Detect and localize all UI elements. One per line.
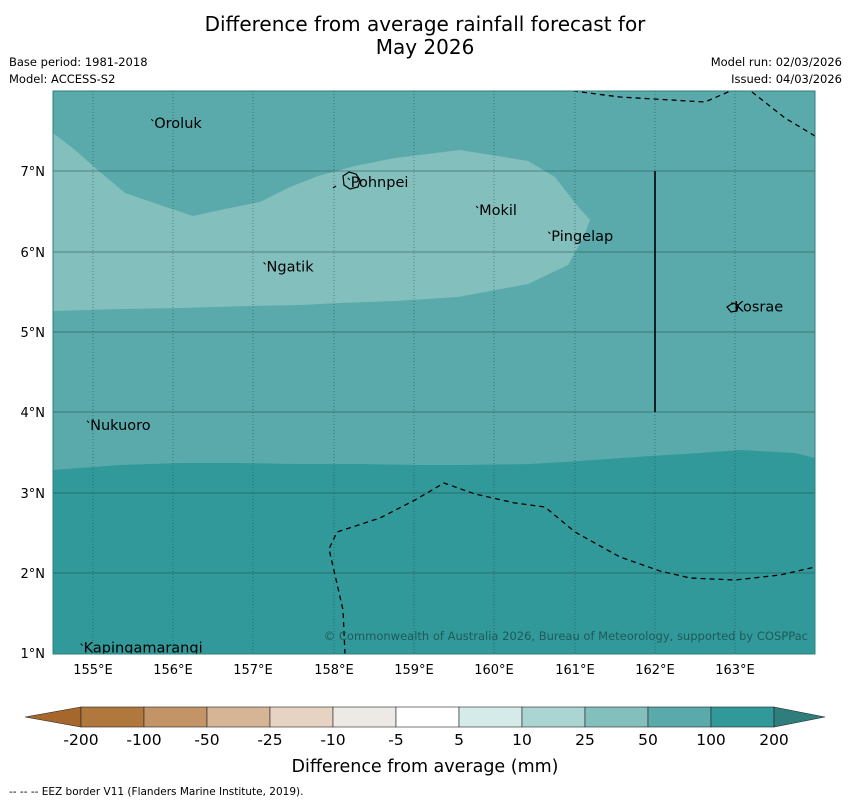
colorbar-segment [332, 706, 397, 728]
latitude-lines [53, 170, 815, 574]
place-label-ngatik: Ngatik [267, 259, 315, 275]
colorbar-segment [584, 706, 649, 728]
place-label-mokil: Mokil [479, 203, 517, 219]
lat-tick: 5°N [21, 326, 46, 341]
lat-tick: 3°N [21, 487, 46, 502]
colorbar-tick: 10 [512, 731, 532, 749]
lat-tick: 4°N [21, 406, 46, 421]
lon-tick-labels: 155°E 156°E 157°E 158°E 159°E 160°E 161°… [73, 663, 755, 678]
lon-tick: 160°E [474, 663, 514, 678]
place-label-nukuoro: Nukuoro [90, 418, 151, 434]
colorbar-segment [143, 706, 208, 728]
colorbar-tick: -25 [257, 731, 282, 749]
meta-right: Model run: 02/03/2026 Issued: 04/03/2026 [711, 54, 842, 88]
meta-left: Base period: 1981-2018 Model: ACCESS-S2 [9, 54, 148, 88]
colorbar-tick-labels: -200 -100 -50 -25 -10 -5 5 10 25 50 100 200 [63, 731, 788, 749]
band-25-50 [53, 133, 590, 311]
lon-tick: 162°E [635, 663, 675, 678]
lon-tick: 158°E [314, 663, 354, 678]
colorbar-extend-high [773, 706, 826, 728]
lon-tick: 156°E [153, 663, 193, 678]
colorbar-tick: -10 [320, 731, 345, 749]
eez-legend: -- -- -- EEZ border V11 (Flanders Marine… [9, 786, 304, 798]
lat-tick: 2°N [21, 567, 46, 582]
colorbar-tick: 50 [638, 731, 658, 749]
model-run: Model run: 02/03/2026 [710, 55, 842, 69]
place-marker [475, 205, 479, 209]
colorbar-segment [647, 706, 712, 728]
lon-tick: 159°E [394, 663, 434, 678]
place-label-kapingamarangi: Kapingamarangi [84, 641, 203, 657]
place-label-oroluk: Oroluk [154, 116, 202, 132]
title-line-2: May 2026 [375, 35, 475, 59]
base-period: Base period: 1981-2018 [9, 55, 148, 69]
place-label-pingelap: Pingelap [551, 229, 613, 245]
colorbar-segment [710, 706, 775, 728]
place-label-kosrae: Kosrae [734, 300, 783, 316]
colorbar-label: Difference from average (mm) [291, 757, 558, 777]
colorbar-tick: -5 [388, 731, 403, 749]
lon-tick: 155°E [73, 663, 113, 678]
colorbar-tick: -50 [194, 731, 219, 749]
colorbar-segment [458, 706, 523, 728]
lat-tick: 6°N [21, 246, 46, 261]
colorbar-segment [269, 706, 334, 728]
colorbar-tick: 5 [454, 731, 464, 749]
place-labels: Oroluk Pohnpei Mokil Pingelap Ngatik Kosrae Nu… [80, 116, 783, 657]
colorbar-segment [395, 706, 460, 728]
place-marker [730, 302, 734, 305]
place-marker [150, 118, 154, 122]
title-line-1: Difference from average rainfall forecas… [204, 12, 646, 36]
map-area: Oroluk Pohnpei Mokil Pingelap Ngatik Kosrae Nu… [53, 91, 815, 657]
lat-tick-labels: 7°N 6°N 5°N 4°N 3°N 2°N 1°N [21, 165, 46, 662]
place-marker [263, 261, 266, 265]
colorbar [24, 706, 826, 728]
place-marker [86, 420, 90, 424]
pohnpei-islet [332, 185, 337, 189]
colorbar-segment [521, 706, 586, 728]
colorbar-tick: 200 [759, 731, 789, 749]
band-100-200 [53, 450, 815, 654]
model-name: Model: ACCESS-S2 [9, 72, 116, 86]
copyright-notice: © Commonwealth of Australia 2026, Bureau… [324, 629, 808, 643]
colorbar-tick: 25 [575, 731, 595, 749]
colorbar-extend-low [24, 706, 82, 728]
place-marker [80, 643, 84, 646]
place-marker [347, 177, 351, 181]
colorbar-tick: -100 [126, 731, 161, 749]
place-label-pohnpei: Pohnpei [351, 175, 409, 191]
colorbar-segment [206, 706, 271, 728]
lon-tick: 157°E [233, 663, 273, 678]
colorbar-tick: 100 [696, 731, 726, 749]
map-frame [52, 90, 816, 655]
lat-tick: 7°N [21, 165, 46, 180]
lat-tick: 1°N [21, 647, 46, 662]
eez-border [328, 91, 815, 654]
colorbar-tick: -200 [63, 731, 98, 749]
pohnpei-island [342, 171, 361, 190]
place-marker [547, 231, 551, 235]
lon-tick: 163°E [715, 663, 755, 678]
colorbar-segment [80, 706, 145, 728]
lon-tick: 161°E [555, 663, 595, 678]
map-title: Difference from average rainfall forecas… [0, 13, 850, 59]
issued-date: Issued: 04/03/2026 [731, 72, 842, 86]
